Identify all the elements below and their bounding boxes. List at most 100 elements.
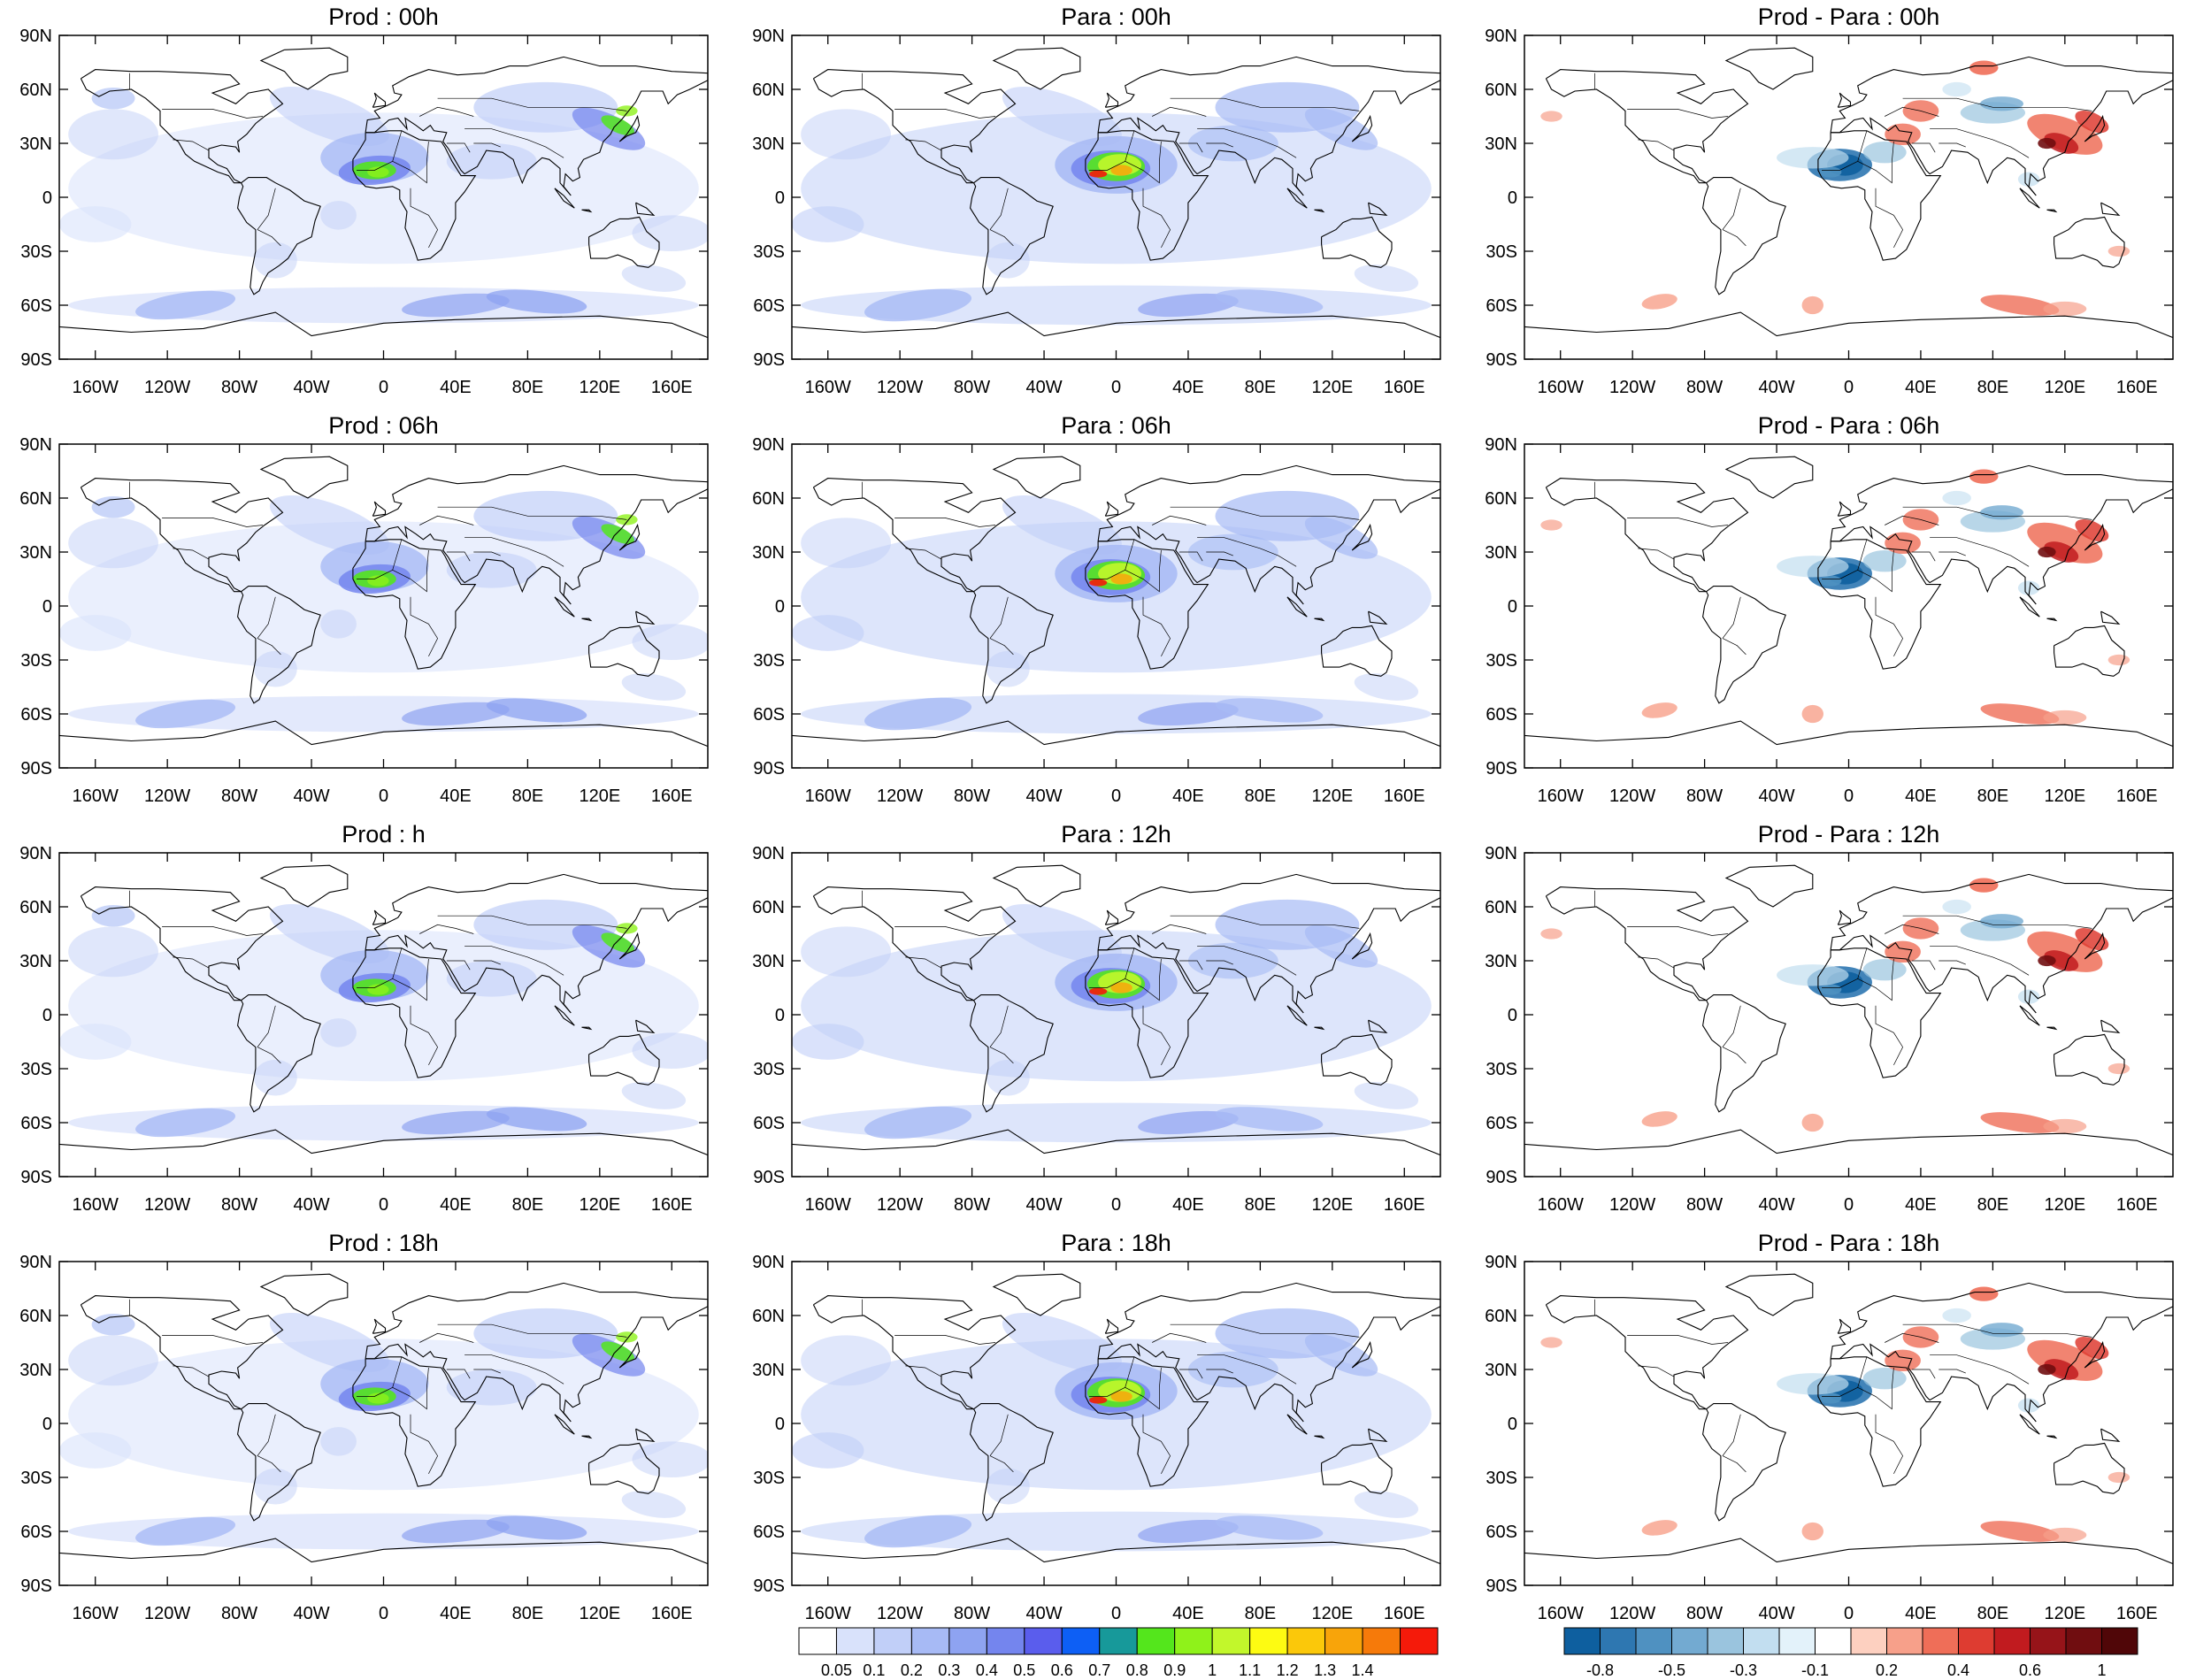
coastline: [618, 932, 641, 960]
shading-patch: [601, 524, 634, 544]
lon-tick-label: 80E: [1977, 378, 2009, 397]
lat-tick-label: 60N: [752, 489, 785, 509]
map-panel: 90N 60N 30N 0 30S 60S 90S 160W 120W 80W 40W 0 40E 80E…: [752, 821, 1441, 1215]
lon-tick-label: 120W: [144, 786, 190, 806]
panel-title: Para : 00h: [1061, 4, 1171, 30]
country-border: [1142, 596, 1171, 657]
colorbar-swatch: [1024, 1627, 1063, 1655]
country-border: [1722, 188, 1741, 230]
coastline: [1545, 69, 1749, 184]
shading-patch: [68, 518, 158, 569]
colorbar-label: 1: [1208, 1661, 1217, 1679]
country-border: [257, 229, 281, 247]
country-border: [1170, 1323, 1360, 1338]
country-border: [1885, 106, 1939, 117]
lat-tick-label: 90N: [752, 844, 785, 863]
coastline: [970, 586, 1054, 704]
shading-patch: [1942, 899, 1971, 915]
country-border: [257, 638, 281, 656]
country-border: [1178, 142, 1203, 153]
shading-patch: [68, 109, 158, 160]
lat-tick-label: 60S: [20, 705, 52, 725]
shading-patch: [486, 1107, 587, 1132]
colorbar-swatch: [1993, 1627, 2031, 1655]
coastline: [1817, 539, 1942, 670]
lon-tick-label: 160E: [2116, 378, 2158, 397]
coastline-layer: [792, 47, 1440, 339]
coastline: [259, 864, 349, 908]
lon-tick-label: 160W: [805, 786, 851, 806]
lon-tick-label: 0: [379, 786, 388, 806]
shading-patch: [632, 1441, 708, 1477]
coastline: [1321, 1033, 1393, 1085]
coastline: [59, 720, 708, 748]
lat-tick-label: 0: [1508, 597, 1517, 617]
country-border: [392, 1356, 429, 1410]
country-border: [989, 188, 1009, 230]
coastline: [1524, 1129, 2173, 1156]
lat-tick-label: 30S: [20, 1469, 52, 1488]
shading-patch: [1801, 1113, 1823, 1132]
coastline: [618, 114, 641, 142]
panel-title: Para : 18h: [1061, 1230, 1171, 1256]
coastline: [1286, 1005, 1308, 1026]
panel-title: Prod - Para : 12h: [1758, 821, 1940, 848]
shading-patch: [1862, 1367, 1907, 1390]
coastline: [2100, 1019, 2121, 1034]
lat-tick-label: 30S: [753, 242, 785, 262]
lon-tick-label: 120W: [1609, 786, 1655, 806]
country-border: [1206, 142, 1233, 148]
lon-tick-label: 160W: [1538, 1195, 1584, 1215]
country-border: [1822, 978, 1858, 988]
colorbar-swatch: [1174, 1627, 1213, 1655]
country-border: [1152, 1332, 1207, 1343]
shading-patch: [2038, 955, 2056, 967]
shading-patch: [1862, 549, 1907, 572]
shading-patch: [1540, 1337, 1562, 1348]
shading-patch: [1969, 469, 1999, 484]
coastline-layer: [792, 1273, 1440, 1565]
lon-tick-label: 160W: [73, 378, 119, 397]
country-border: [446, 960, 471, 970]
country-border: [1938, 551, 1966, 556]
coastline: [792, 720, 1440, 748]
shading-patch: [253, 650, 297, 687]
country-border: [1089, 978, 1125, 988]
lon-tick-label: 0: [1844, 786, 1854, 806]
country-border: [989, 229, 1014, 247]
lon-tick-label: 80E: [1245, 1604, 1277, 1623]
lon-tick-label: 120W: [877, 1604, 923, 1623]
shading-patch: [2044, 1359, 2079, 1380]
country-border: [1152, 515, 1207, 525]
country-border: [1875, 1414, 1904, 1475]
lat-tick-label: 60N: [1485, 1307, 1517, 1326]
shading-patch: [1540, 928, 1562, 940]
shading-patch: [1110, 1391, 1132, 1402]
country-border: [392, 130, 429, 184]
lat-tick-label: 0: [775, 188, 785, 208]
lat-tick-label: 30N: [752, 543, 785, 563]
lon-tick-label: 80E: [1245, 378, 1277, 397]
colorbar-label: 0.6: [2019, 1661, 2041, 1679]
coastline: [1817, 130, 1942, 261]
coastline: [2019, 188, 2040, 209]
country-border: [1170, 97, 1360, 111]
shading-patch: [1304, 1333, 1378, 1377]
coastline: [588, 1033, 660, 1085]
coastline: [1085, 539, 1209, 670]
coastline: [1368, 1428, 1388, 1443]
country-border: [1089, 1386, 1125, 1397]
lon-tick-label: 40W: [1758, 378, 1794, 397]
colorbar-swatch: [1211, 1627, 1251, 1655]
country-border: [1930, 1354, 2030, 1385]
colorbar-swatch: [986, 1627, 1025, 1655]
shading-patch: [1980, 1323, 2024, 1338]
country-border: [1627, 926, 1729, 936]
country-border: [905, 1365, 942, 1377]
country-border: [1722, 596, 1741, 639]
shading-patch: [792, 615, 864, 651]
shading-patch: [1980, 295, 2060, 316]
coastline: [1321, 625, 1393, 677]
country-border: [446, 142, 471, 153]
coastline: [1724, 456, 1814, 499]
